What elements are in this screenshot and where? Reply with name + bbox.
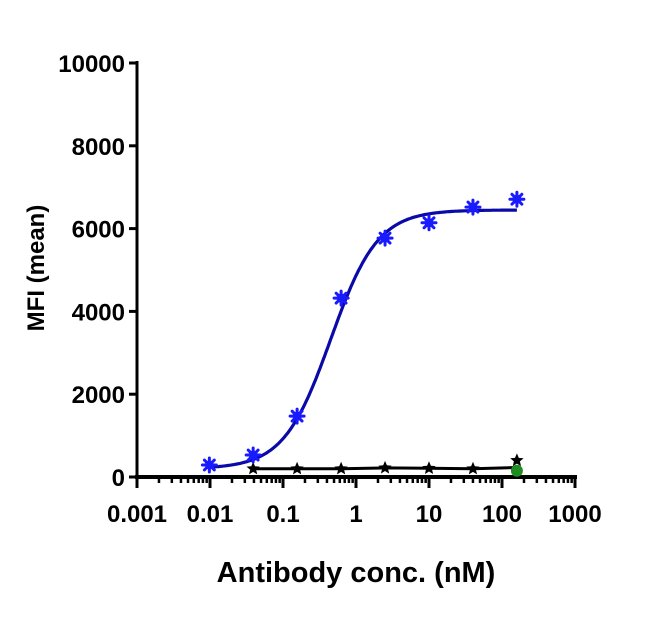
y-axis-title: MFI (mean) xyxy=(23,205,50,332)
star-marker xyxy=(290,461,304,475)
x-tick-label: 10 xyxy=(416,501,443,528)
x-tick-label: 0.1 xyxy=(266,501,299,528)
x-tick-label: 0.01 xyxy=(187,501,234,528)
asterisk-marker xyxy=(508,190,526,208)
x-tick-label: 100 xyxy=(482,501,522,528)
x-tick-label: 1 xyxy=(349,501,362,528)
y-axis: 0 2000 4000 6000 8000 10000 xyxy=(58,51,139,492)
star-marker xyxy=(422,461,436,474)
x-axis-title: Antibody conc. (nM) xyxy=(217,557,496,589)
x-tick-label: 1000 xyxy=(548,501,601,528)
y-tick-label: 10000 xyxy=(58,51,125,78)
star-marker xyxy=(510,453,524,467)
y-tick-label: 2000 xyxy=(72,382,125,409)
asterisk-marker xyxy=(464,198,482,216)
x-axis: 0.001 0.01 0.1 1 10 100 1000 xyxy=(107,475,602,528)
asterisk-marker xyxy=(288,407,306,425)
asterisk-marker xyxy=(244,446,262,464)
star-marker xyxy=(378,460,392,474)
star-marker xyxy=(334,461,348,475)
star-marker xyxy=(246,461,260,475)
plot-area xyxy=(200,190,526,477)
asterisk-marker xyxy=(376,229,394,247)
asterisk-marker xyxy=(420,214,438,232)
x-tick-label: 0.001 xyxy=(107,501,167,528)
star-marker xyxy=(466,461,480,475)
asterisk-marker xyxy=(200,456,218,474)
circle-marker xyxy=(510,464,523,477)
asterisk-marker xyxy=(332,289,350,307)
y-tick-label: 6000 xyxy=(72,217,125,244)
y-tick-label: 8000 xyxy=(72,134,125,161)
fit-curve xyxy=(209,208,517,469)
y-tick-label: 0 xyxy=(112,465,125,492)
y-tick-label: 4000 xyxy=(72,299,125,326)
